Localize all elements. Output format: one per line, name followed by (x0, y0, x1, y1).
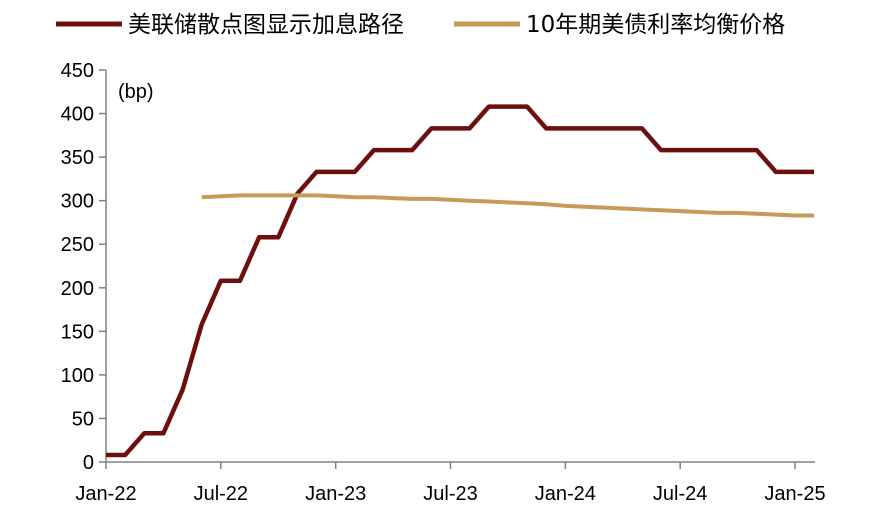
legend-item-series-1: 10年期美债利率均衡价格 (454, 12, 785, 38)
legend-label-series-1: 10年期美债利率均衡价格 (526, 12, 785, 38)
series-layer (106, 104, 815, 458)
x-tick-label-2: Jan-23 (305, 483, 366, 505)
y-tick-label-2: 100 (61, 365, 94, 387)
x-ticks: Jan-22 Jul-22 Jan-23 Jul-23 Jan-24 Jul-24 Jan-… (75, 462, 826, 505)
y-tick-label-7: 350 (61, 147, 94, 169)
y-tick-label-8: 400 (61, 104, 94, 126)
y-tick-label-0: 0 (83, 452, 94, 474)
x-tick-label-0: Jan-22 (75, 483, 136, 505)
legend-label-series-0: 美联储散点图显示加息路径 (128, 12, 404, 38)
series-line-0 (106, 104, 815, 458)
x-tick-label-6: Jan-25 (764, 483, 825, 505)
series-line-1 (201, 193, 815, 218)
legend-item-series-0: 美联储散点图显示加息路径 (56, 12, 404, 38)
y-tick-label-3: 150 (61, 321, 94, 343)
y-tick-label-4: 200 (61, 278, 94, 300)
y-unit-label: (bp) (118, 81, 154, 103)
y-ticks: 0 50 100 150 200 250 300 350 400 450 (61, 60, 106, 474)
x-tick-label-3: Jul-23 (423, 483, 477, 505)
x-tick-label-1: Jul-22 (194, 483, 248, 505)
y-tick-label-1: 50 (72, 408, 94, 430)
y-tick-label-6: 300 (61, 191, 94, 213)
x-tick-label-5: Jul-24 (653, 483, 707, 505)
y-tick-label-5: 250 (61, 234, 94, 256)
y-tick-label-9: 450 (61, 60, 94, 82)
axes (105, 70, 815, 463)
x-tick-label-4: Jan-24 (535, 483, 596, 505)
legend: 美联储散点图显示加息路径 10年期美债利率均衡价格 (56, 12, 785, 38)
